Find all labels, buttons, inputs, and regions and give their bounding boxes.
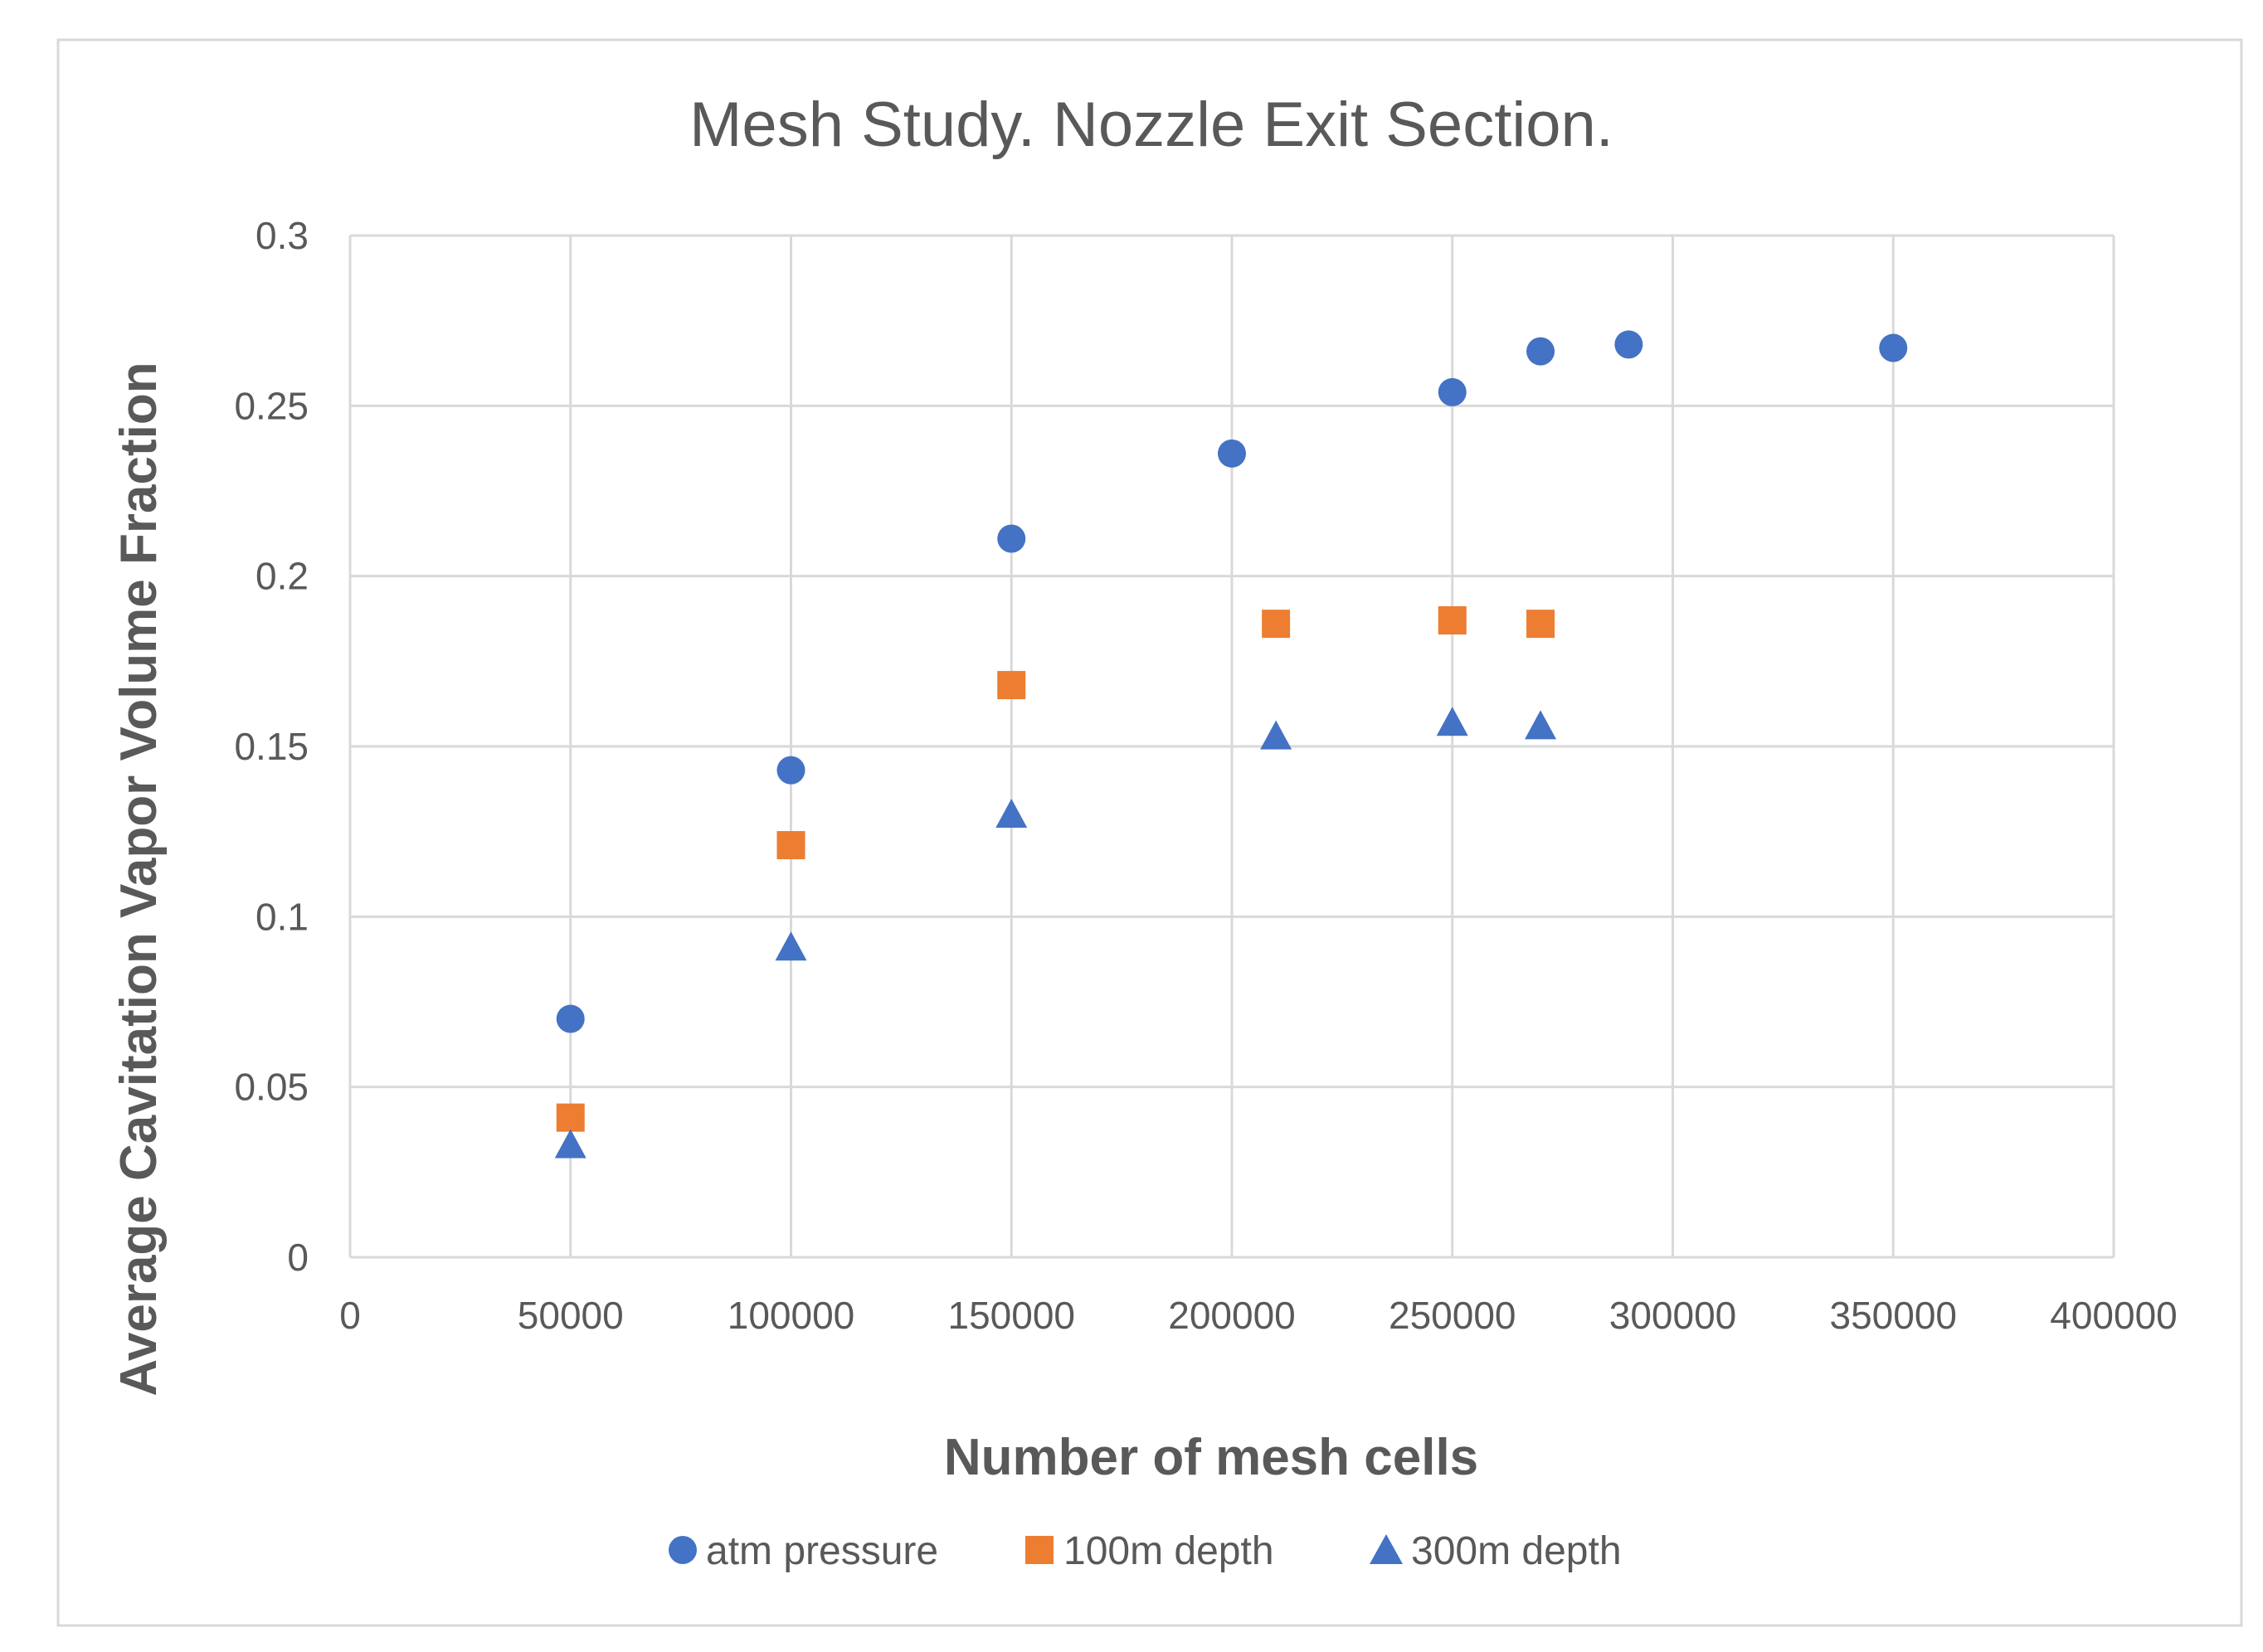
- legend-circle-icon: [669, 1536, 697, 1564]
- x-tick-label: 0: [339, 1294, 361, 1337]
- y-axis-ticks: 0 0.05 0.1 0.15 0.2 0.25 0.3: [234, 214, 309, 1279]
- series-atm-pressure: [556, 330, 1908, 1033]
- data-point-triangle: [1260, 720, 1292, 750]
- legend-label-300m-depth: 300m depth: [1411, 1529, 1622, 1573]
- data-point-circle: [776, 756, 805, 785]
- grid-lines: [348, 234, 2115, 1259]
- y-tick-label: 0.3: [256, 214, 309, 257]
- data-point-circle: [1218, 439, 1246, 468]
- data-point-circle: [997, 524, 1026, 553]
- chart-title: Mesh Study. Nozzle Exit Section.: [689, 90, 1613, 160]
- x-tick-label: 150000: [948, 1294, 1076, 1337]
- data-point-square: [556, 1103, 585, 1132]
- data-point-square: [997, 671, 1026, 700]
- legend-square-icon: [1025, 1536, 1054, 1564]
- y-tick-label: 0.25: [234, 384, 309, 427]
- data-point-circle: [1879, 333, 1908, 362]
- y-tick-label: 0: [287, 1236, 309, 1279]
- y-tick-label: 0.15: [234, 725, 309, 768]
- data-point-square: [1526, 610, 1555, 639]
- x-tick-label: 250000: [1389, 1294, 1516, 1337]
- legend-entry-300m-depth: 300m depth: [1370, 1529, 1622, 1573]
- data-point-circle: [1438, 377, 1467, 406]
- x-tick-label: 400000: [2050, 1294, 2178, 1337]
- x-tick-label: 300000: [1609, 1294, 1737, 1337]
- data-point-triangle: [995, 799, 1028, 828]
- y-tick-label: 0.2: [256, 555, 309, 598]
- data-point-triangle: [775, 931, 807, 961]
- x-tick-label: 100000: [728, 1294, 855, 1337]
- legend-entry-100m-depth: 100m depth: [1025, 1529, 1274, 1573]
- legend-label-100m-depth: 100m depth: [1063, 1529, 1274, 1573]
- legend-label-atm-pressure: atm pressure: [706, 1529, 938, 1573]
- y-tick-label: 0.05: [234, 1066, 309, 1109]
- x-tick-label: 200000: [1168, 1294, 1296, 1337]
- data-point-square: [1438, 606, 1467, 635]
- data-series: [554, 330, 1908, 1159]
- data-point-circle: [1614, 330, 1643, 359]
- data-point-circle: [1526, 337, 1555, 366]
- legend-triangle-icon: [1370, 1534, 1403, 1564]
- series-100m-depth: [556, 606, 1555, 1132]
- series-300m-depth: [554, 707, 1557, 1159]
- legend: atm pressure 100m depth 300m depth: [669, 1529, 1622, 1573]
- chart-frame: [56, 38, 2243, 1627]
- x-tick-label: 350000: [1830, 1294, 1958, 1337]
- legend-entry-atm-pressure: atm pressure: [669, 1529, 938, 1573]
- data-point-circle: [556, 1004, 585, 1033]
- x-axis-ticks: 0 50000 100000 150000 200000 250000 300000 3500…: [339, 1294, 2178, 1337]
- data-point-triangle: [1525, 710, 1557, 740]
- x-axis-label: Number of mesh cells: [944, 1429, 1478, 1486]
- y-tick-label: 0.1: [256, 895, 309, 938]
- data-point-square: [1262, 610, 1291, 639]
- data-point-square: [776, 831, 805, 860]
- data-point-triangle: [554, 1129, 586, 1159]
- y-axis-label: Average Cavitation Vapor Volume Fraction: [110, 362, 168, 1396]
- data-point-triangle: [1436, 707, 1468, 736]
- x-tick-label: 50000: [518, 1294, 624, 1337]
